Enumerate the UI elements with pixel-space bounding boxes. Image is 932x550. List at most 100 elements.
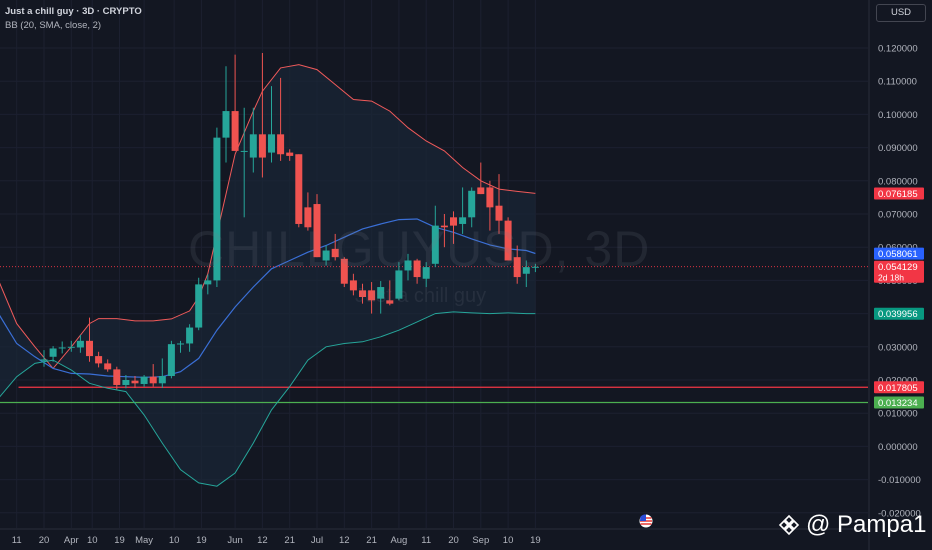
candle-body[interactable] [186,327,194,344]
x-tick-label: May [135,535,153,546]
candle-body[interactable] [404,260,412,271]
y-tick-label: 0.100000 [878,110,918,121]
symbol-watermark: CHILLGUYUSD, 3D [188,221,651,277]
price-label-box [874,260,924,283]
candle-body[interactable] [295,154,303,224]
y-tick-label: 0.030000 [878,342,918,353]
x-tick-label: 10 [503,535,514,546]
candle-body[interactable] [349,280,357,291]
candle-body[interactable] [531,266,539,268]
y-tick-label: 0.010000 [878,409,918,420]
candle-body[interactable] [86,340,93,357]
price-label-box [874,307,924,320]
candle-body[interactable] [322,250,330,261]
candle-body[interactable] [459,217,467,224]
candle-body[interactable] [504,220,512,261]
candle-body[interactable] [359,290,366,297]
price-label-box [874,381,924,394]
price-label: 0.076185 [878,189,918,200]
x-tick-label: 21 [366,535,377,546]
candle-body[interactable] [249,134,257,158]
candle-body[interactable] [313,204,321,258]
candle-body[interactable] [213,137,221,281]
candle-body[interactable] [286,152,294,156]
x-tick-label: 19 [530,535,541,546]
countdown-label: 2d 18h [878,273,904,283]
candle-body[interactable] [468,190,476,218]
author-brand: @ Pampa1 [778,511,926,539]
x-tick-label: 21 [284,535,295,546]
price-label: 0.039956 [878,309,918,320]
candle-body[interactable] [368,290,376,301]
candle-body[interactable] [58,347,66,349]
candle-body[interactable] [67,346,75,348]
candle-body[interactable] [177,343,184,345]
line-price-label: 0.013234 [878,398,918,409]
candle-body[interactable] [95,356,103,364]
y-tick-label: 0.120000 [878,44,918,55]
candle-body[interactable] [131,380,139,384]
y-tick-label: -0.010000 [878,475,921,486]
candle-body[interactable] [149,376,157,384]
x-tick-label: 11 [421,535,431,546]
candle-body[interactable] [340,258,348,284]
y-tick-label: 0.070000 [878,210,918,221]
candle-body[interactable] [204,280,212,285]
candle-body[interactable] [40,359,48,361]
candle-body[interactable] [113,369,121,385]
price-label-box [874,187,924,200]
price-label: 0.054129 [878,262,918,273]
y-tick-label: 0.080000 [878,176,918,187]
x-tick-label: 20 [39,535,50,546]
chart-title: Just a chill guy · 3D · CRYPTO [5,6,142,17]
candle-body[interactable] [440,225,448,228]
candle-body[interactable] [49,348,57,357]
indicator-legend[interactable]: BB (20, SMA, close, 2) [5,20,102,31]
candle-body[interactable] [231,111,239,151]
candle-body[interactable] [222,111,230,138]
candle-body[interactable] [140,376,148,384]
candle-body[interactable] [240,150,248,152]
candle-body[interactable] [422,267,430,279]
candle-body[interactable] [431,225,439,264]
candle-body[interactable] [195,284,203,328]
x-tick-label: 19 [196,535,207,546]
x-tick-label: 19 [114,535,125,546]
currency-button[interactable]: USD [876,4,926,22]
y-tick-label: 0.090000 [878,143,918,154]
candle-body[interactable] [395,270,403,299]
candle-body[interactable] [331,248,339,258]
candle-body[interactable] [413,260,421,278]
description-watermark: Just a chill guy [355,285,487,307]
candle-body[interactable] [477,187,485,195]
candle-body[interactable] [104,363,112,370]
candle-body[interactable] [495,205,503,221]
candle-body[interactable] [268,134,275,153]
x-tick-label: 11 [12,535,22,546]
candle-body[interactable] [76,340,84,348]
candle-body[interactable] [450,217,457,226]
candle-body[interactable] [304,207,312,228]
candle-body[interactable] [158,376,166,384]
candle-body[interactable] [386,300,394,304]
candle-body[interactable] [377,287,385,299]
x-tick-label: 20 [448,535,459,546]
candle-body[interactable] [513,257,521,278]
x-tick-label: 12 [339,535,350,546]
candle-body[interactable] [522,267,530,274]
candle-body[interactable] [277,134,285,155]
candle-body[interactable] [122,380,130,385]
price-label-box [874,247,924,260]
y-tick-label: 0.000000 [878,442,918,453]
price-label-box [874,396,924,409]
x-tick-label: Sep [472,535,489,546]
us-flag-icon[interactable] [639,514,653,528]
brand-text: @ Pampa1 [806,511,927,538]
bb-lower-line [0,311,536,487]
candle-body[interactable] [167,344,175,377]
x-tick-label: 12 [257,535,268,546]
candle-body[interactable] [258,134,266,158]
candle-body[interactable] [486,187,494,208]
x-tick-label: Apr [64,535,79,546]
